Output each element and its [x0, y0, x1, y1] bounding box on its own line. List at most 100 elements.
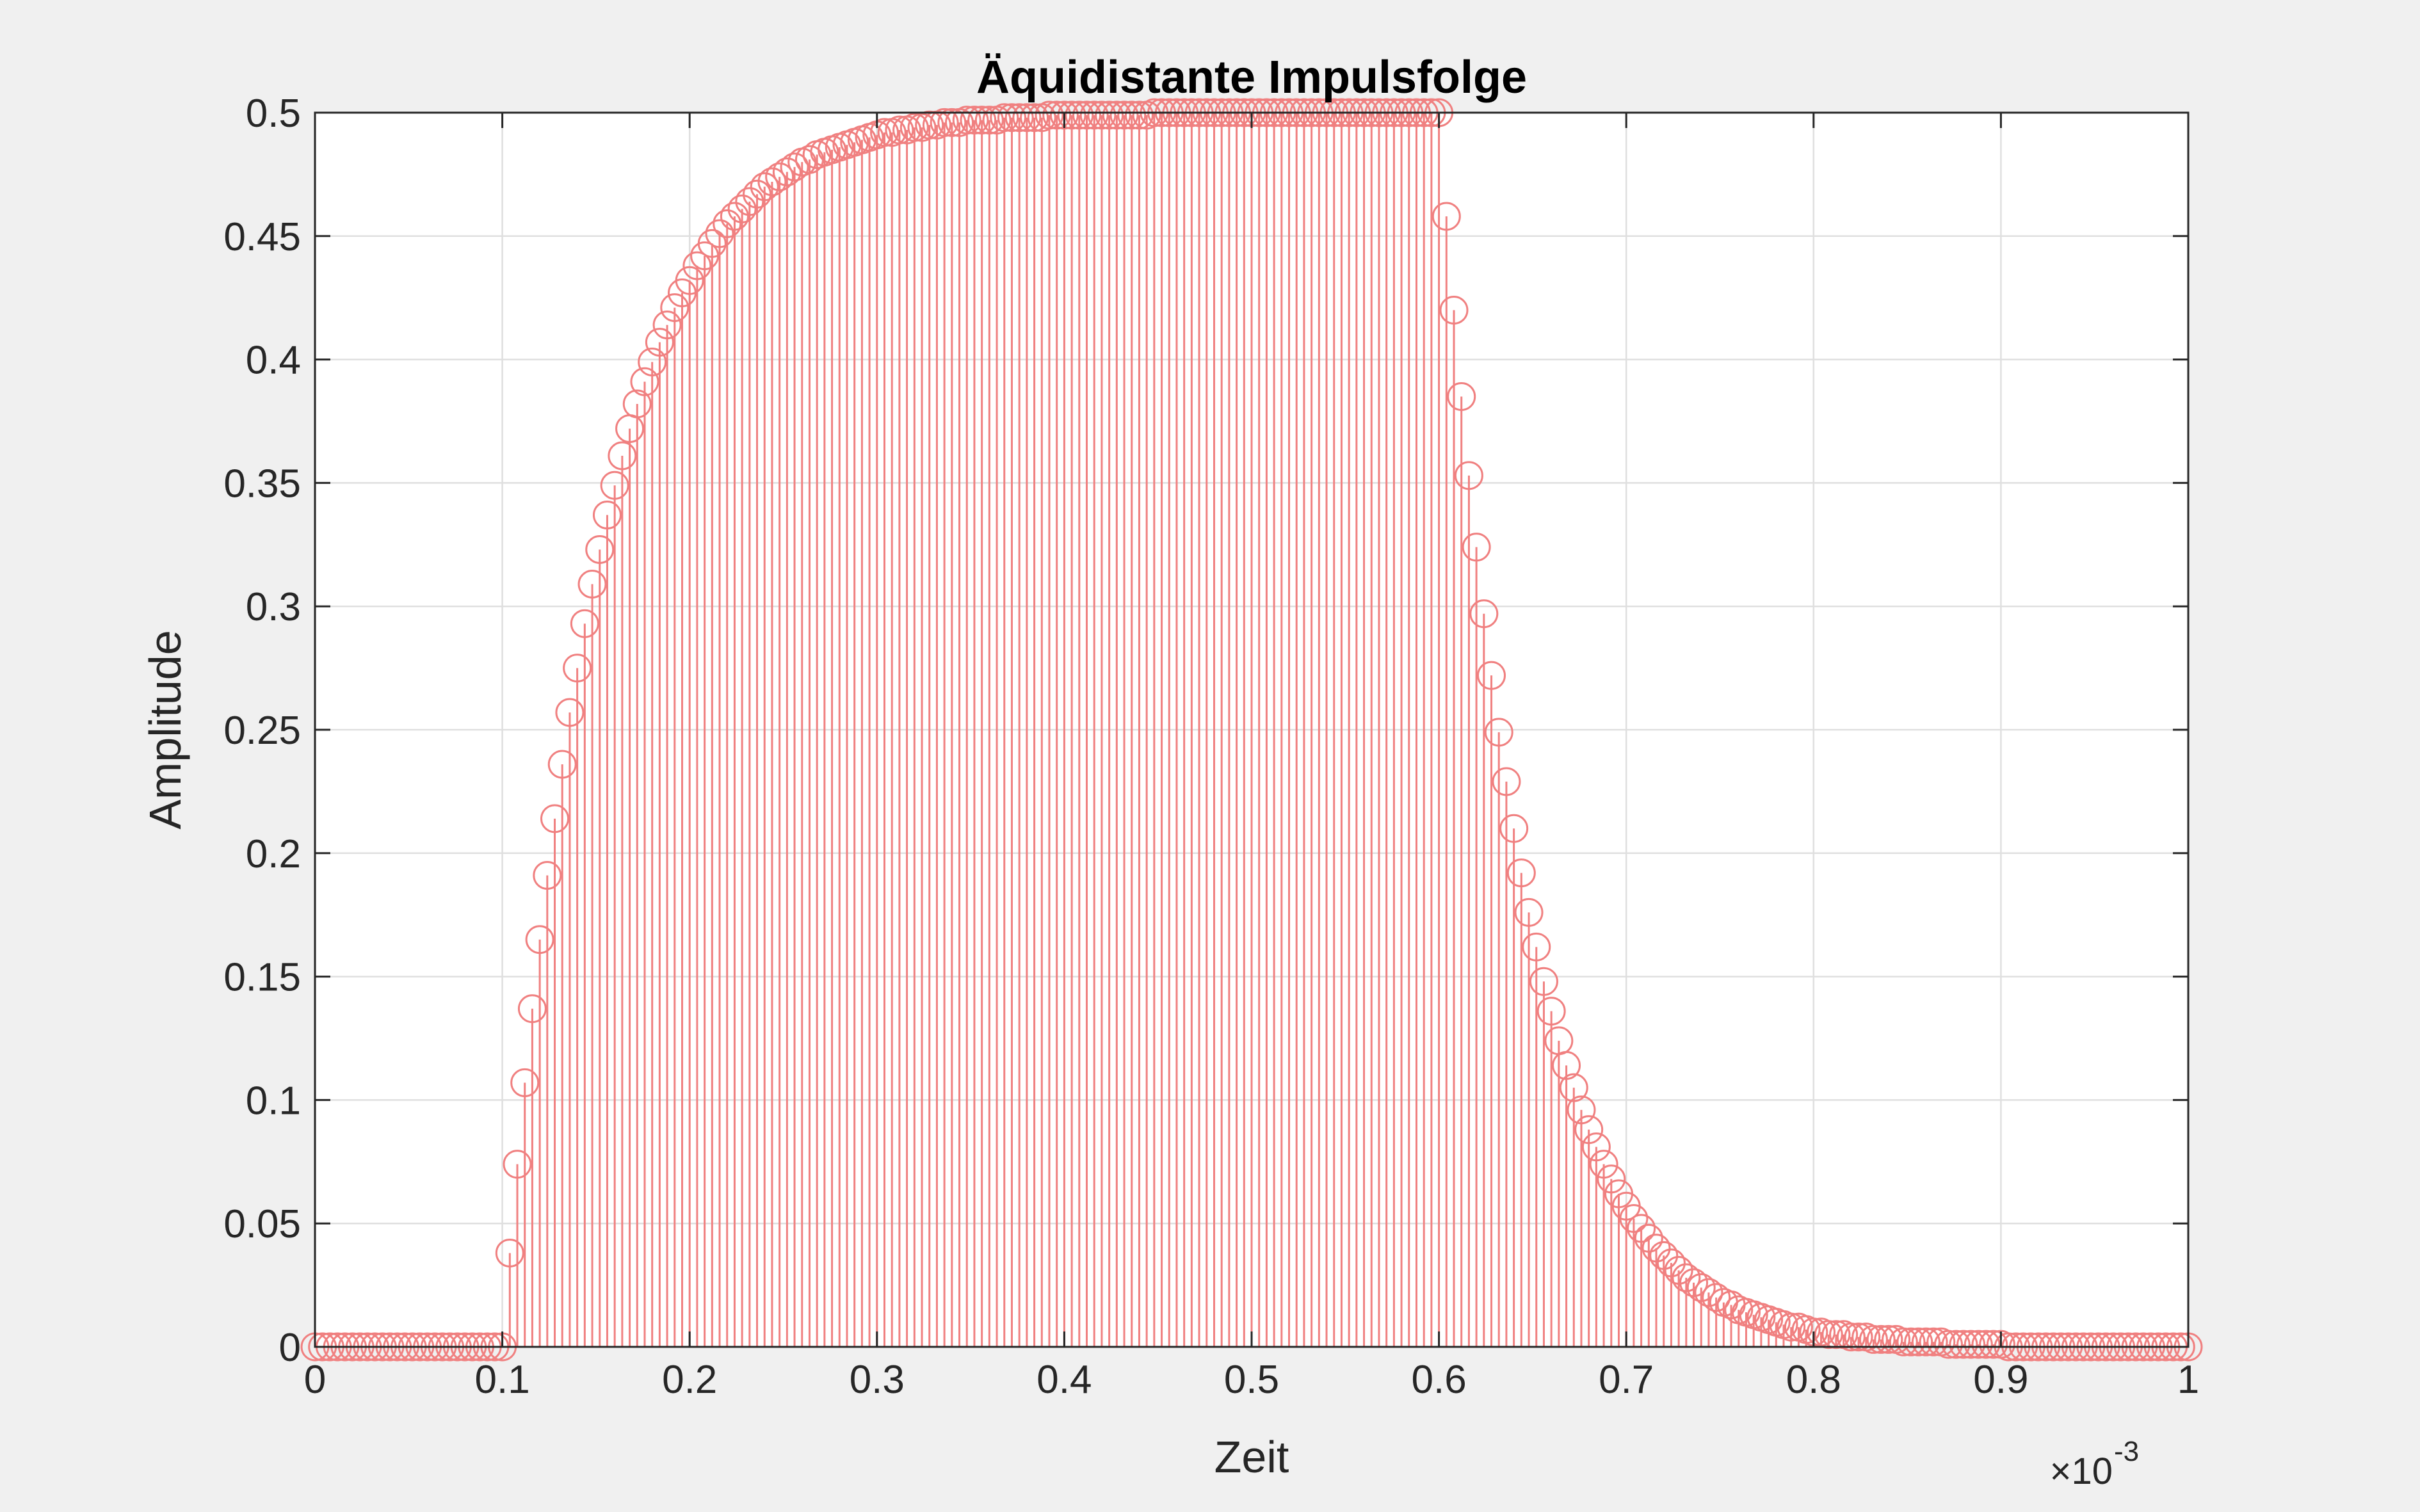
stem-marker: [967, 106, 997, 135]
stem-marker: [1874, 1324, 1903, 1354]
stem-marker: [510, 1068, 540, 1097]
stem-marker: [720, 202, 749, 231]
stem-marker: [697, 229, 727, 258]
stem-marker: [1574, 1115, 1604, 1145]
stem-marker: [930, 108, 959, 137]
stem-marker: [1004, 103, 1034, 133]
stem-marker: [1447, 382, 1476, 411]
stem-marker: [1686, 1273, 1716, 1302]
stem-marker: [1469, 599, 1499, 629]
stem-marker: [937, 108, 967, 137]
stem-marker: [735, 187, 764, 216]
stem-marker: [1933, 1330, 1963, 1359]
chart-title: Äquidistante Impulsfolge: [976, 52, 1527, 103]
stem-marker: [780, 152, 809, 182]
stem-marker: [1979, 1330, 2008, 1359]
y-tick-label: 0.15: [223, 956, 301, 1000]
y-tick-label: 0.1: [246, 1079, 301, 1123]
stem-marker: [675, 266, 704, 295]
stem-marker: [547, 750, 577, 779]
stem-marker: [1477, 661, 1506, 690]
stem-marker: [713, 209, 742, 239]
stem-marker: [517, 994, 547, 1024]
stem-marker: [1492, 767, 1521, 796]
stem-marker: [915, 110, 944, 140]
y-axis-label: Amplitude: [140, 630, 190, 829]
stem-marker: [1012, 103, 1042, 133]
stem-marker: [1432, 202, 1461, 231]
stem-marker: [1694, 1278, 1723, 1307]
stem-marker: [750, 172, 779, 202]
y-tick-label: 0.4: [246, 339, 301, 383]
x-tick-label: 0.7: [1599, 1358, 1654, 1402]
stem-marker: [1484, 718, 1513, 747]
stem-marker: [1627, 1214, 1656, 1243]
stem-marker: [1499, 814, 1529, 843]
stem-marker: [960, 106, 989, 135]
stem-marker: [974, 106, 1004, 135]
stem-marker: [990, 103, 1019, 133]
stem-marker: [1567, 1095, 1596, 1125]
stem-marker: [1049, 101, 1079, 130]
stem-marker: [525, 925, 554, 954]
x-axis-label: Zeit: [1214, 1432, 1289, 1482]
stem-marker: [1065, 101, 1094, 130]
stem-marker: [503, 1150, 532, 1179]
stem-marker: [1664, 1255, 1693, 1285]
stem-marker: [660, 293, 690, 323]
stem-marker: [1102, 101, 1131, 130]
stem-marker: [952, 106, 981, 135]
stem-marker: [1462, 533, 1491, 562]
stem-marker: [1956, 1330, 1986, 1359]
stem-marker: [1589, 1150, 1618, 1179]
stem-marker: [1109, 101, 1139, 130]
stem-marker: [772, 157, 802, 187]
stem-marker: [1020, 103, 1049, 133]
stem-marker: [1597, 1164, 1626, 1194]
stem-marker: [1656, 1248, 1686, 1278]
stem-marker: [1514, 897, 1544, 927]
stem-marker: [1095, 101, 1124, 130]
stem-marker: [1889, 1327, 1918, 1356]
axes: 0 0.05 0.1 0.15 0.2 0.25 0.3 0.35 0.4 0.45 0.5 0 0.1…: [223, 92, 2199, 1402]
y-tick-label: 0: [279, 1326, 301, 1370]
stem-marker: [608, 441, 637, 470]
stem-marker: [630, 367, 659, 396]
x-tick-label: 0.8: [1786, 1358, 1841, 1402]
stem-marker: [1866, 1324, 1896, 1354]
stem-marker: [1117, 101, 1147, 130]
stem-marker: [705, 219, 734, 248]
stem-marker: [495, 1238, 524, 1267]
stem-marker: [1079, 101, 1109, 130]
y-tick-label: 0.3: [246, 585, 301, 629]
stem-marker: [563, 654, 592, 683]
stem-marker: [1522, 932, 1551, 961]
y-tick-label: 0.5: [246, 92, 301, 136]
x-tick-label: 0: [304, 1358, 326, 1402]
y-tick-label: 0.35: [223, 462, 301, 506]
stem-marker: [765, 162, 795, 191]
stem-marker: [1559, 1073, 1588, 1102]
stem-marker: [1649, 1241, 1679, 1270]
stem-marker: [570, 609, 599, 638]
x-tick-label: 0.2: [662, 1358, 717, 1402]
x-tick-label: 0.3: [850, 1358, 905, 1402]
stem-marker: [1581, 1132, 1611, 1162]
stem-marker: [997, 103, 1026, 133]
x-multiplier-base: ×10: [2050, 1451, 2113, 1492]
stem-marker: [652, 310, 682, 340]
stem-marker: [1454, 461, 1483, 490]
stem-marker: [1634, 1223, 1663, 1253]
stem-marker: [533, 861, 562, 890]
stem-marker: [1619, 1203, 1649, 1233]
stem-marker: [555, 698, 585, 727]
y-tick-label: 0.05: [223, 1202, 301, 1246]
stem-marker: [1896, 1327, 1926, 1356]
stem-marker: [1679, 1268, 1709, 1298]
y-tick-label: 0.45: [223, 215, 301, 259]
stem-marker: [1087, 101, 1117, 130]
stem-marker: [645, 328, 674, 357]
stem-marker: [1672, 1263, 1701, 1292]
